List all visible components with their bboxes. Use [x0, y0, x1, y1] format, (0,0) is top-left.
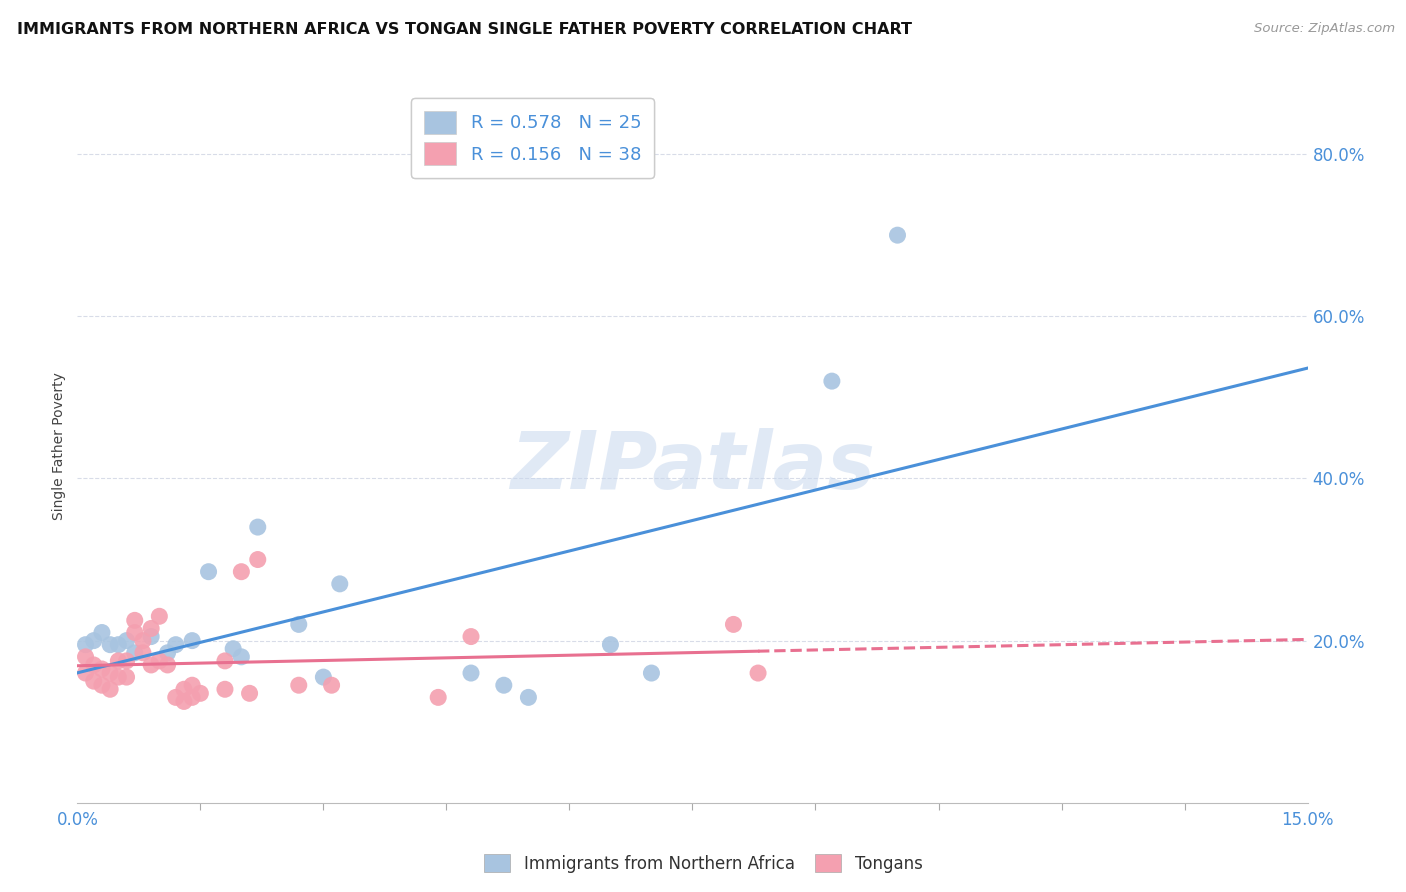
- Point: [288, 678, 311, 692]
- Point: [75, 666, 97, 681]
- Point: [115, 633, 138, 648]
- Point: [75, 649, 97, 664]
- Point: [723, 617, 745, 632]
- Point: [141, 622, 163, 636]
- Text: ZIPatlas: ZIPatlas: [510, 428, 875, 507]
- Point: [181, 678, 204, 692]
- Point: [460, 630, 482, 644]
- Point: [231, 565, 253, 579]
- Point: [83, 633, 105, 648]
- Point: [492, 678, 515, 692]
- Text: Source: ZipAtlas.com: Source: ZipAtlas.com: [1254, 22, 1395, 36]
- Point: [288, 617, 311, 632]
- Point: [246, 520, 269, 534]
- Point: [90, 625, 114, 640]
- Point: [173, 682, 195, 697]
- Point: [98, 638, 121, 652]
- Point: [107, 638, 129, 652]
- Point: [156, 657, 179, 672]
- Point: [188, 686, 212, 700]
- Point: [132, 646, 155, 660]
- Legend: R = 0.578   N = 25, R = 0.156   N = 38: R = 0.578 N = 25, R = 0.156 N = 38: [411, 98, 654, 178]
- Point: [640, 666, 662, 681]
- Point: [246, 552, 269, 566]
- Point: [165, 690, 187, 705]
- Point: [460, 666, 482, 681]
- Point: [148, 609, 170, 624]
- Y-axis label: Single Father Poverty: Single Father Poverty: [52, 372, 66, 520]
- Point: [98, 682, 121, 697]
- Point: [517, 690, 540, 705]
- Point: [98, 666, 121, 681]
- Point: [427, 690, 450, 705]
- Point: [124, 613, 146, 627]
- Point: [75, 638, 97, 652]
- Point: [156, 646, 179, 660]
- Point: [312, 670, 335, 684]
- Point: [329, 577, 352, 591]
- Point: [124, 625, 146, 640]
- Point: [197, 565, 219, 579]
- Point: [747, 666, 769, 681]
- Point: [173, 694, 195, 708]
- Point: [90, 662, 114, 676]
- Point: [239, 686, 262, 700]
- Point: [886, 228, 908, 243]
- Point: [141, 630, 163, 644]
- Point: [124, 646, 146, 660]
- Point: [214, 682, 236, 697]
- Point: [115, 654, 138, 668]
- Point: [231, 649, 253, 664]
- Point: [107, 654, 129, 668]
- Point: [222, 641, 245, 656]
- Point: [83, 657, 105, 672]
- Point: [181, 690, 204, 705]
- Point: [165, 638, 187, 652]
- Point: [599, 638, 621, 652]
- Point: [115, 670, 138, 684]
- Point: [90, 678, 114, 692]
- Point: [83, 674, 105, 689]
- Point: [148, 654, 170, 668]
- Point: [181, 633, 204, 648]
- Point: [132, 633, 155, 648]
- Point: [107, 670, 129, 684]
- Point: [321, 678, 343, 692]
- Point: [214, 654, 236, 668]
- Point: [821, 374, 844, 388]
- Legend: Immigrants from Northern Africa, Tongans: Immigrants from Northern Africa, Tongans: [477, 847, 929, 880]
- Point: [141, 657, 163, 672]
- Text: IMMIGRANTS FROM NORTHERN AFRICA VS TONGAN SINGLE FATHER POVERTY CORRELATION CHAR: IMMIGRANTS FROM NORTHERN AFRICA VS TONGA…: [17, 22, 912, 37]
